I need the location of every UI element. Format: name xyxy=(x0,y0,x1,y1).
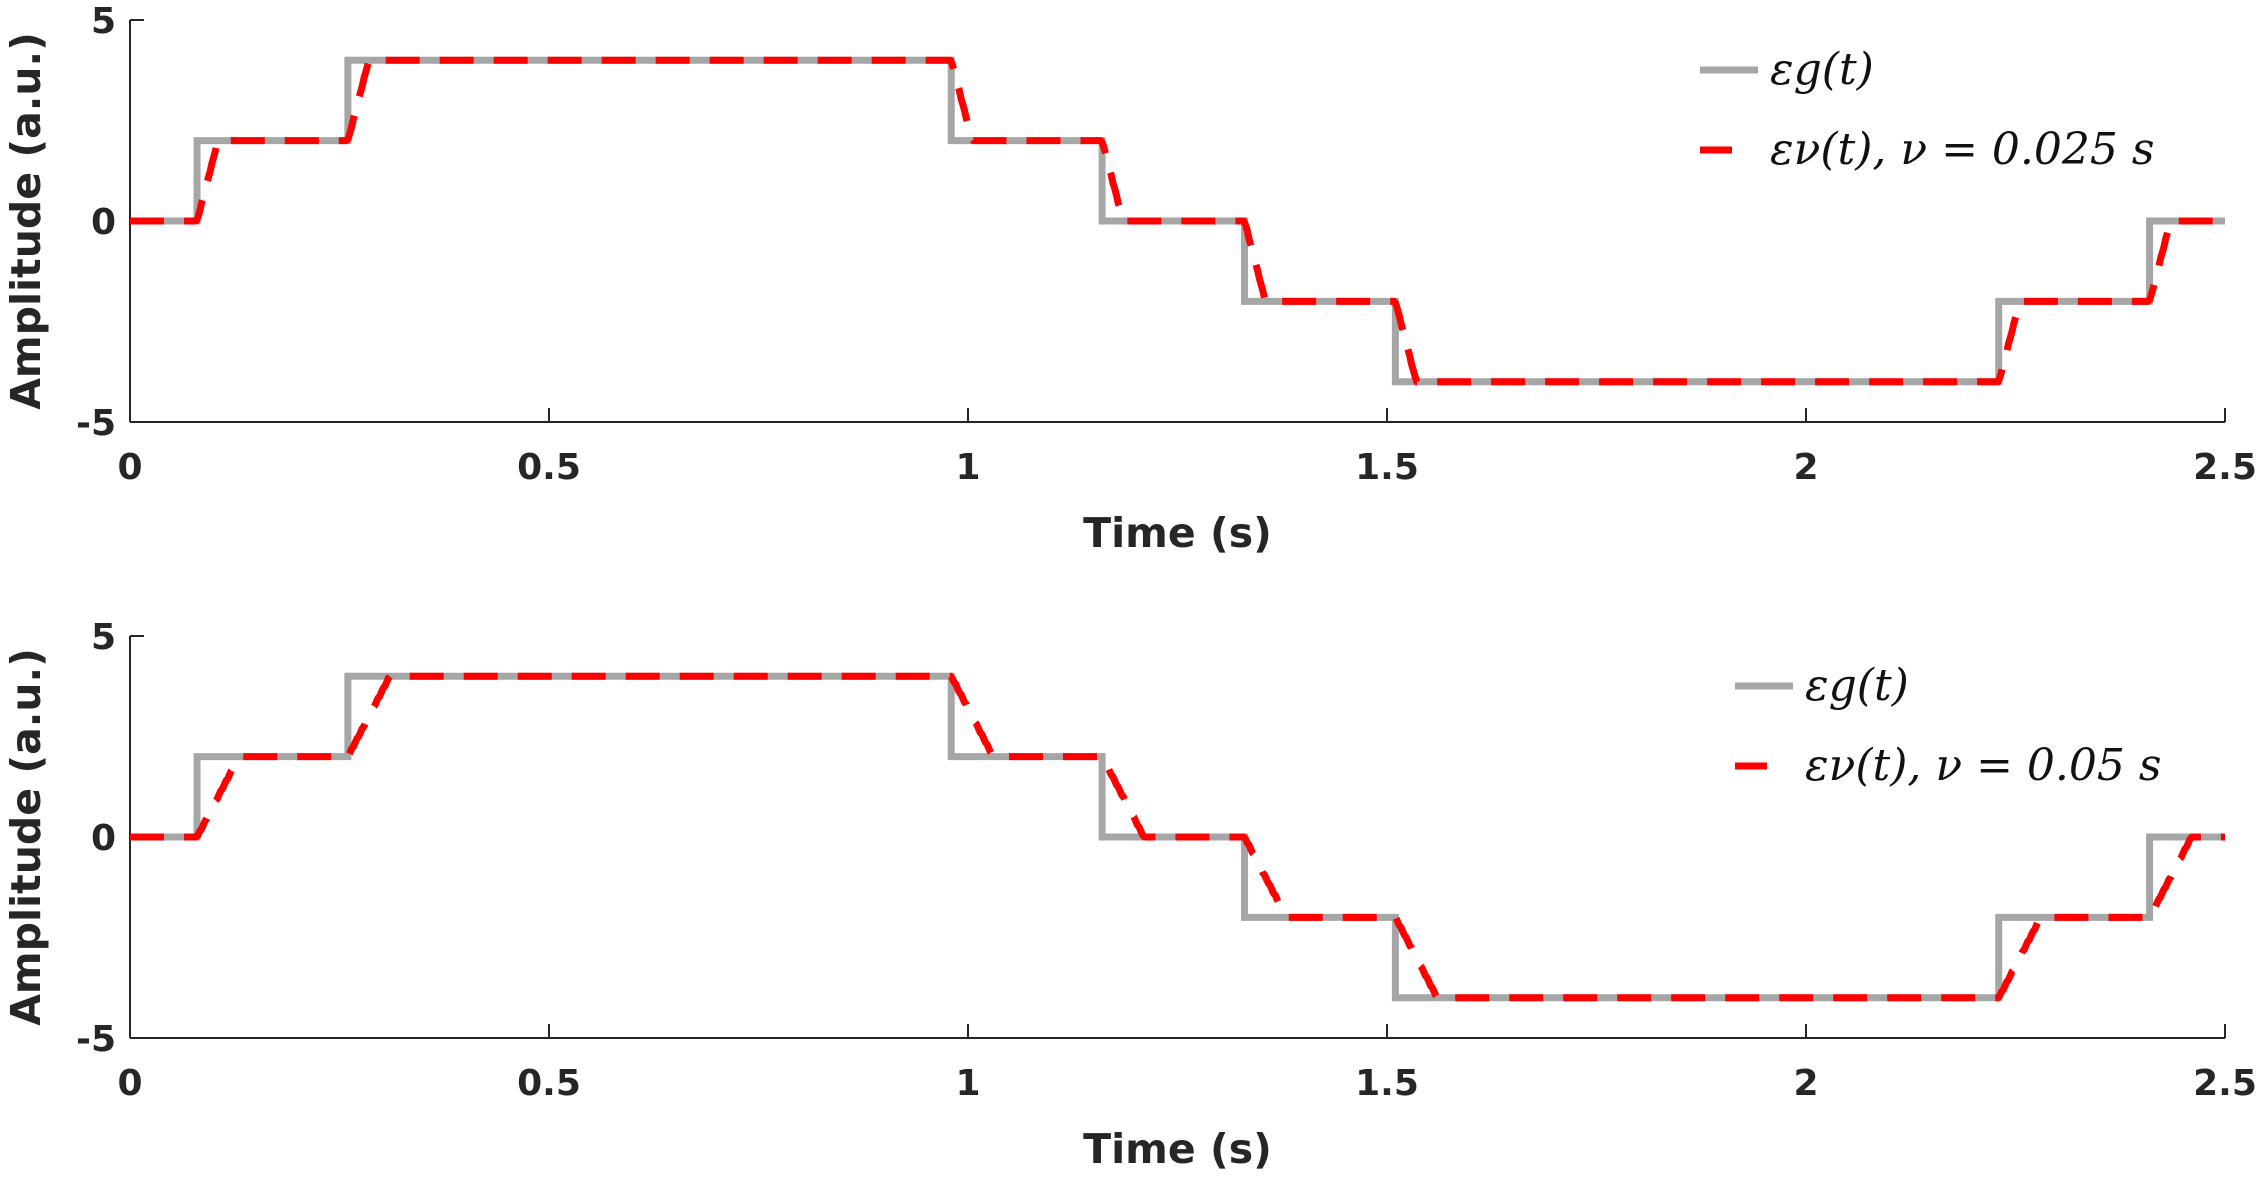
legend-label-eps-g: εg(t) xyxy=(1770,44,1874,95)
x-tick-label: 1.5 xyxy=(1355,447,1419,488)
x-tick-label: 0 xyxy=(117,1063,142,1104)
y-axis-label: Amplitude (a.u.) xyxy=(2,648,50,1026)
series-eps-nu-line xyxy=(128,56,2227,386)
y-tick-label: 0 xyxy=(91,202,116,243)
legend-label-eps-nu: εν(t), ν = 0.025 s xyxy=(1770,124,2154,175)
x-tick-label: 0.5 xyxy=(517,447,581,488)
legend-label-eps-nu: εν(t), ν = 0.05 s xyxy=(1805,740,2161,791)
x-tick-label: 2 xyxy=(1793,447,1818,488)
x-tick-label: 1.5 xyxy=(1355,1063,1419,1104)
y-axis-label: Amplitude (a.u.) xyxy=(2,32,50,410)
x-axis-label: Time (s) xyxy=(1083,509,1272,557)
x-tick-label: 0 xyxy=(117,447,142,488)
y-tick-label: -5 xyxy=(76,1019,116,1060)
x-tick-label: 0.5 xyxy=(517,1063,581,1104)
series-eps-nu-line xyxy=(128,672,2227,1002)
legend-label-eps-g: εg(t) xyxy=(1805,660,1909,711)
y-tick-label: 5 xyxy=(91,617,116,658)
y-tick-label: 5 xyxy=(91,1,116,42)
x-tick-label: 1 xyxy=(955,447,980,488)
series-eps-g-line xyxy=(130,56,2225,386)
x-tick-label: 2.5 xyxy=(2193,447,2257,488)
x-axis-label: Time (s) xyxy=(1083,1125,1272,1173)
y-tick-label: -5 xyxy=(76,403,116,444)
x-tick-label: 2 xyxy=(1793,1063,1818,1104)
x-tick-label: 1 xyxy=(955,1063,980,1104)
y-tick-label: 0 xyxy=(91,818,116,859)
x-tick-label: 2.5 xyxy=(2193,1063,2257,1104)
